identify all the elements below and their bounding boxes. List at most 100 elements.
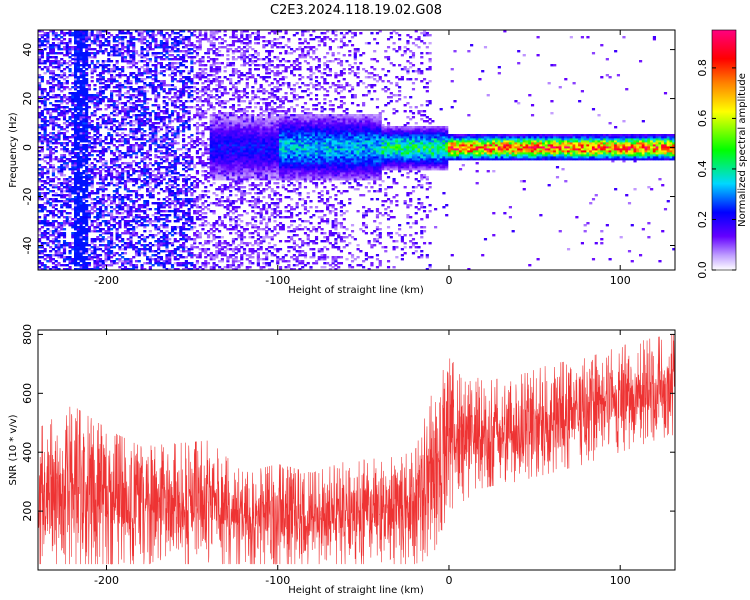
heatmap-cell (40, 210, 44, 213)
heatmap-cell (57, 82, 61, 85)
heatmap-cell (93, 114, 97, 117)
heatmap-cell (168, 260, 172, 263)
heatmap-cell (237, 162, 241, 165)
heatmap-cell (184, 66, 188, 69)
heatmap-cell (132, 138, 136, 141)
heatmap-cell (159, 250, 164, 253)
heatmap-cell (129, 228, 133, 231)
heatmap-cell (104, 206, 108, 209)
heatmap-cell (90, 146, 94, 149)
heatmap-cell (87, 216, 92, 219)
heatmap-cell (179, 230, 183, 233)
heatmap-cell (57, 68, 61, 71)
heatmap-cell (231, 44, 236, 47)
heatmap-cell (71, 234, 75, 237)
heatmap-cell (98, 48, 103, 51)
heatmap-cell (157, 104, 161, 107)
heatmap-cell (79, 122, 83, 125)
heatmap-cell (62, 224, 67, 227)
heatmap-cell (38, 52, 42, 55)
heatmap-cell (49, 184, 53, 187)
heatmap-cell (179, 118, 183, 121)
heatmap-cell (231, 242, 236, 245)
heatmap-cell (159, 58, 164, 61)
heatmap-cell (62, 232, 67, 235)
heatmap-cell (165, 152, 169, 155)
heatmap-cell (229, 186, 233, 189)
heatmap-cell (182, 88, 186, 91)
heatmap-cell (162, 112, 166, 115)
heatmap-cell (140, 36, 144, 39)
heatmap-cell (215, 148, 219, 151)
heatmap-cell (85, 158, 89, 161)
heatmap-cell (223, 128, 227, 131)
heatmap-cell (148, 34, 152, 37)
heatmap-cell (154, 144, 158, 147)
heatmap-cell (65, 184, 69, 187)
heatmap-cell (112, 46, 116, 49)
heatmap-cell (187, 162, 191, 165)
heatmap-cell (98, 188, 103, 191)
heatmap-cell (220, 142, 224, 145)
heatmap-cell (206, 138, 211, 141)
heatmap-cell (49, 138, 53, 141)
heatmap-cell (206, 38, 211, 41)
heatmap-cell (96, 264, 100, 267)
heatmap-cell (118, 208, 122, 211)
heatmap-cell (82, 246, 86, 249)
heatmap-cell (65, 112, 69, 115)
heatmap-cell (220, 102, 224, 105)
heatmap-cell (154, 34, 158, 37)
heatmap-cell (126, 108, 130, 111)
heatmap-cell (159, 188, 164, 191)
heatmap-cell (71, 226, 75, 229)
heatmap-cell (151, 142, 155, 145)
heatmap-cell (76, 64, 80, 67)
heatmap-cell (96, 168, 100, 171)
heatmap-cell (234, 86, 238, 89)
heatmap-cell (107, 78, 111, 81)
heatmap-cell (204, 142, 208, 145)
heatmap-cell (93, 150, 97, 153)
heatmap-cell (38, 100, 42, 103)
heatmap-cell (229, 128, 233, 131)
heatmap-cell (159, 126, 164, 129)
heatmap-cell (226, 178, 230, 181)
heatmap-cell (143, 170, 147, 173)
heatmap-cell (57, 264, 61, 267)
heatmap-cell (65, 188, 69, 191)
heatmap-cell (123, 142, 128, 145)
heatmap-cell (132, 184, 136, 187)
heatmap-cell (68, 52, 72, 55)
heatmap-cell (74, 202, 78, 205)
heatmap-cell (159, 236, 164, 239)
heatmap-cell (198, 114, 202, 117)
heatmap-cell (206, 240, 211, 243)
heatmap-cell (74, 192, 78, 195)
heatmap-cell (110, 174, 114, 177)
heatmap-cell (215, 132, 219, 135)
heatmap-cell (74, 80, 78, 83)
heatmap-cell (218, 42, 222, 45)
heatmap-cell (234, 266, 238, 269)
heatmap-cell (187, 86, 191, 89)
heatmap-cell (209, 48, 213, 51)
heatmap-cell (98, 158, 103, 161)
heatmap-cell (173, 66, 177, 69)
heatmap-cell (129, 60, 133, 63)
heatmap-cell (157, 208, 161, 211)
heatmap-cell (71, 134, 75, 137)
heatmap-cell (215, 62, 219, 65)
heatmap-cell (223, 134, 227, 137)
heatmap-cell (134, 108, 139, 111)
heatmap-cell (143, 250, 147, 253)
heatmap-cell (60, 256, 64, 259)
heatmap-cell (79, 236, 83, 239)
heatmap-cell (43, 136, 47, 139)
heatmap-cell (182, 54, 186, 57)
heatmap-cell (98, 206, 103, 209)
heatmap-cell (40, 246, 44, 249)
heatmap-cell (54, 44, 58, 47)
heatmap-cell (146, 58, 150, 61)
heatmap-cell (231, 154, 236, 157)
